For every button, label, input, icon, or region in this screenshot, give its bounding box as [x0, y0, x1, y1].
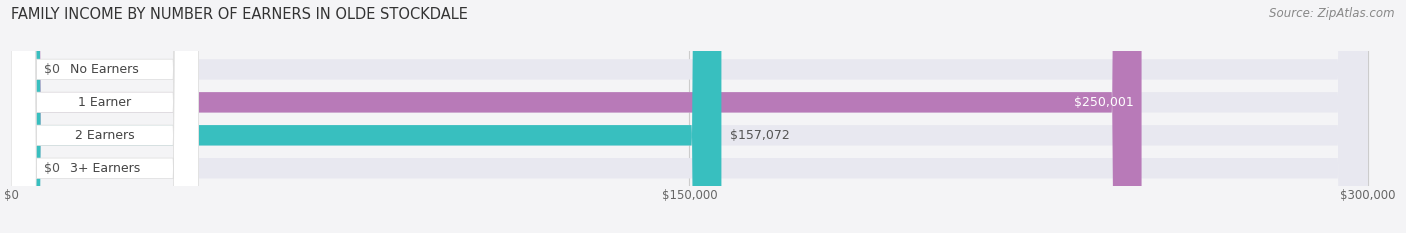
Text: 2 Earners: 2 Earners	[75, 129, 135, 142]
FancyBboxPatch shape	[11, 0, 198, 233]
Text: FAMILY INCOME BY NUMBER OF EARNERS IN OLDE STOCKDALE: FAMILY INCOME BY NUMBER OF EARNERS IN OL…	[11, 7, 468, 22]
FancyBboxPatch shape	[11, 0, 1142, 233]
Text: $157,072: $157,072	[730, 129, 789, 142]
FancyBboxPatch shape	[11, 0, 35, 233]
FancyBboxPatch shape	[11, 0, 35, 233]
FancyBboxPatch shape	[11, 0, 1368, 233]
FancyBboxPatch shape	[11, 0, 1368, 233]
Text: $250,001: $250,001	[1074, 96, 1133, 109]
Text: $0: $0	[44, 63, 60, 76]
Text: $0: $0	[44, 162, 60, 175]
FancyBboxPatch shape	[11, 0, 1368, 233]
FancyBboxPatch shape	[11, 0, 198, 233]
FancyBboxPatch shape	[11, 0, 721, 233]
FancyBboxPatch shape	[11, 0, 198, 233]
FancyBboxPatch shape	[11, 0, 198, 233]
FancyBboxPatch shape	[11, 0, 1368, 233]
Text: 3+ Earners: 3+ Earners	[70, 162, 141, 175]
Text: No Earners: No Earners	[70, 63, 139, 76]
Text: 1 Earner: 1 Earner	[79, 96, 131, 109]
Text: Source: ZipAtlas.com: Source: ZipAtlas.com	[1270, 7, 1395, 20]
